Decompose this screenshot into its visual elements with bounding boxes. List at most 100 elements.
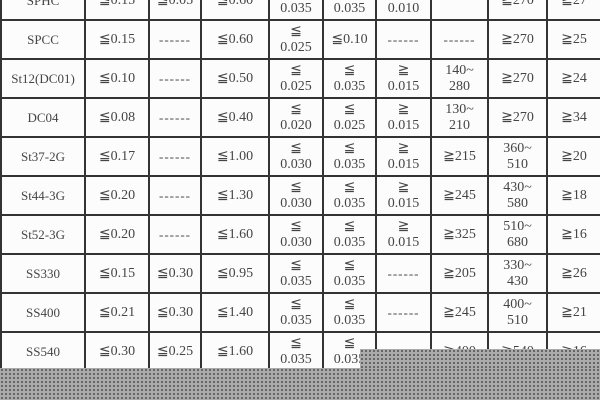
halftone-overlay-bottom xyxy=(0,368,600,400)
value-cell: ≧270 xyxy=(487,58,548,99)
value-cell: ≦0.10 xyxy=(84,58,150,99)
table-row: SPCC ≦0.15 ------ ≦0.60 ≦ 0.025 ≦0.10 ------ --… xyxy=(0,19,600,60)
value-cell: ≦0.21 xyxy=(84,292,150,333)
value-cell: ≦0.30 xyxy=(84,331,150,372)
value-cell: ≦0.15 xyxy=(84,253,150,294)
value-cell: ≦1.60 xyxy=(200,214,270,255)
value-cell: ≦0.15 xyxy=(84,19,150,60)
value-cell: 400~ 510 xyxy=(487,292,548,333)
value-cell: ≦ 0.030 xyxy=(268,214,324,255)
value-cell: ≧18 xyxy=(546,175,600,216)
value-cell: ≦1.30 xyxy=(200,175,270,216)
value-cell: ≦ 0.030 xyxy=(268,136,324,177)
value-cell: ≧ 0.015 xyxy=(375,214,432,255)
value-cell: ≧27 xyxy=(546,0,600,21)
value-cell: ≧ 0.015 xyxy=(375,58,432,99)
value-cell: ≦0.05 xyxy=(148,0,202,21)
halftone-overlay-right xyxy=(360,349,600,368)
grade-cell: SPHC xyxy=(0,0,86,21)
value-cell: ≦0.50 xyxy=(200,58,270,99)
value-cell: ------ xyxy=(375,19,432,60)
table-row: St12(DC01) ≦0.10 ------ ≦0.50 ≦ 0.025 ≦ 0.035… xyxy=(0,58,600,99)
value-cell: ≧ 0.010 xyxy=(375,0,432,21)
value-cell: 360~ 510 xyxy=(487,136,548,177)
value-cell: ------ xyxy=(375,292,432,333)
value-cell: ------ xyxy=(148,58,202,99)
table-body: SPHC≦0.15≦0.05≦0.60≦ 0.035≦ 0.035≧ 0.010… xyxy=(0,0,600,372)
value-cell: ≦ 0.035 xyxy=(322,58,377,99)
value-cell: ≦0.10 xyxy=(322,19,377,60)
value-cell: 330~ 430 xyxy=(487,253,548,294)
value-cell: ≧ 0.015 xyxy=(375,175,432,216)
value-cell: ≦ 0.035 xyxy=(322,214,377,255)
grade-cell: St12(DC01) xyxy=(0,58,86,99)
value-cell: ------ xyxy=(148,136,202,177)
value-cell: ≦0.08 xyxy=(84,97,150,138)
value-cell: ≦ 0.025 xyxy=(268,58,324,99)
value-cell: ≦ 0.035 xyxy=(322,253,377,294)
table-container: SPHC≦0.15≦0.05≦0.60≦ 0.035≦ 0.035≧ 0.010… xyxy=(0,0,600,372)
grade-cell: St37-2G xyxy=(0,136,86,177)
value-cell: ≦ 0.035 xyxy=(322,292,377,333)
table-row: SS400 ≦0.21 ≦0.30 ≦1.40 ≦ 0.035 ≦ 0.035 ------… xyxy=(0,292,600,333)
grade-cell: St44-3G xyxy=(0,175,86,216)
value-cell: ≦0.95 xyxy=(200,253,270,294)
value-cell: 130~ 210 xyxy=(430,97,489,138)
value-cell: ------ xyxy=(148,19,202,60)
table-row: DC04 ≦0.08 ------ ≦0.40 ≦ 0.020 ≦ 0.025 ≧ 0.01… xyxy=(0,97,600,138)
value-cell: ≦0.30 xyxy=(148,253,202,294)
grade-cell: SS540 xyxy=(0,331,86,372)
table-row: SS330 ≦0.15 ≦0.30 ≦0.95 ≦ 0.035 ≦ 0.035 ------… xyxy=(0,253,600,294)
value-cell: ≦0.20 xyxy=(84,214,150,255)
grade-cell: St52-3G xyxy=(0,214,86,255)
table-row: St37-2G ≦0.17 ------ ≦1.00 ≦ 0.030 ≦ 0.035 ≧ 0… xyxy=(0,136,600,177)
value-cell: ≧26 xyxy=(546,253,600,294)
grade-cell: DC04 xyxy=(0,97,86,138)
value-cell: ≦0.60 xyxy=(200,19,270,60)
grade-cell: SPCC xyxy=(0,19,86,60)
value-cell: ≦0.30 xyxy=(148,292,202,333)
value-cell: ≧20 xyxy=(546,136,600,177)
value-cell: ≦0.40 xyxy=(200,97,270,138)
value-cell: ≧325 xyxy=(430,214,489,255)
value-cell: ≦ 0.025 xyxy=(322,97,377,138)
value-cell: ≧245 xyxy=(430,175,489,216)
value-cell: 430~ 580 xyxy=(487,175,548,216)
value-cell: ≦0.25 xyxy=(148,331,202,372)
value-cell: ≧24 xyxy=(546,58,600,99)
value-cell: ≧ 0.015 xyxy=(375,97,432,138)
value-cell: ≧34 xyxy=(546,97,600,138)
value-cell: ------ xyxy=(148,214,202,255)
value-cell: ≦ 0.035 xyxy=(322,136,377,177)
value-cell: 510~ 680 xyxy=(487,214,548,255)
value-cell: ≦0.60 xyxy=(200,0,270,21)
value-cell: ≧ 0.015 xyxy=(375,136,432,177)
value-cell: ≧270 xyxy=(487,0,548,21)
value-cell: ≦1.00 xyxy=(200,136,270,177)
table-row: St44-3G ≦0.20 ------ ≦1.30 ≦ 0.030 ≦ 0.035 ≧ 0… xyxy=(0,175,600,216)
value-cell: ≧270 xyxy=(487,19,548,60)
value-cell: ≦ 0.035 xyxy=(268,253,324,294)
value-cell: ≧270 xyxy=(487,97,548,138)
value-cell: ------ xyxy=(375,253,432,294)
value-cell: ≦1.40 xyxy=(200,292,270,333)
value-cell: ≦0.20 xyxy=(84,175,150,216)
value-cell: ≦ 0.035 xyxy=(322,0,377,21)
table-row: St52-3G ≦0.20 ------ ≦1.60 ≦ 0.030 ≦ 0.035 ≧ 0… xyxy=(0,214,600,255)
steel-grades-table: SPHC≦0.15≦0.05≦0.60≦ 0.035≦ 0.035≧ 0.010… xyxy=(0,0,600,372)
value-cell: ≧21 xyxy=(546,292,600,333)
value-cell: ≦ 0.020 xyxy=(268,97,324,138)
value-cell: ≦ 0.025 xyxy=(268,19,324,60)
value-cell: ≧16 xyxy=(546,214,600,255)
grade-cell: SS400 xyxy=(0,292,86,333)
grade-cell: SS330 xyxy=(0,253,86,294)
value-cell: ≦0.15 xyxy=(84,0,150,21)
value-cell: ------ xyxy=(148,175,202,216)
value-cell: ≦ 0.035 xyxy=(322,175,377,216)
value-cell: ≧215 xyxy=(430,136,489,177)
value-cell: ≦ 0.035 xyxy=(268,331,324,372)
value-cell: ≦ 0.035 xyxy=(268,292,324,333)
value-cell: ≧205 xyxy=(430,253,489,294)
value-cell: 140~ 280 xyxy=(430,58,489,99)
